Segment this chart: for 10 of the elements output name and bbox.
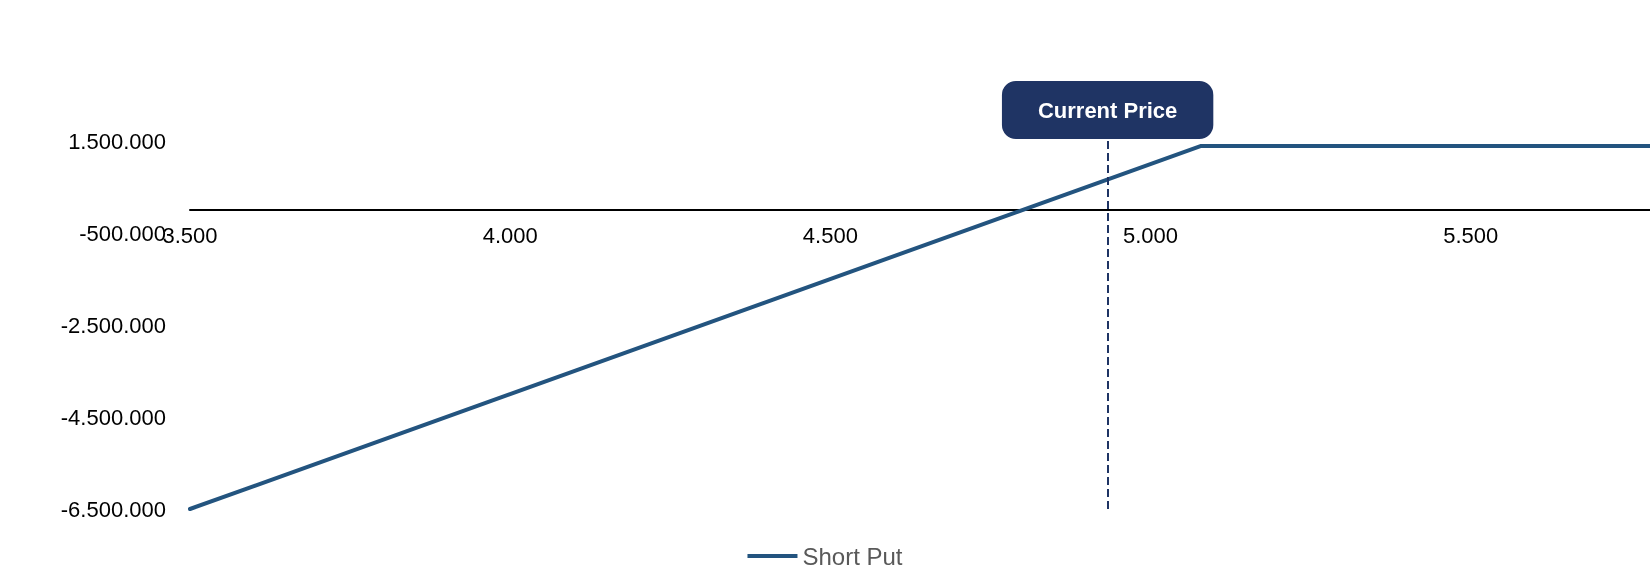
x-tick-label: 5.500 <box>1443 222 1499 248</box>
y-tick-label: -2.500.000 <box>60 312 166 338</box>
y-tick-label: -6.500.000 <box>60 496 166 522</box>
x-tick-label: 4.500 <box>802 222 858 248</box>
x-tick-label: 4.000 <box>482 222 538 248</box>
y-tick-label: 1.500.000 <box>68 128 166 154</box>
legend-label: Short Put <box>802 542 903 570</box>
x-tick-label: 5.000 <box>1122 222 1179 248</box>
ref-line-label: Current Price <box>1037 97 1178 123</box>
y-tick-label: -4.500.000 <box>60 404 166 430</box>
